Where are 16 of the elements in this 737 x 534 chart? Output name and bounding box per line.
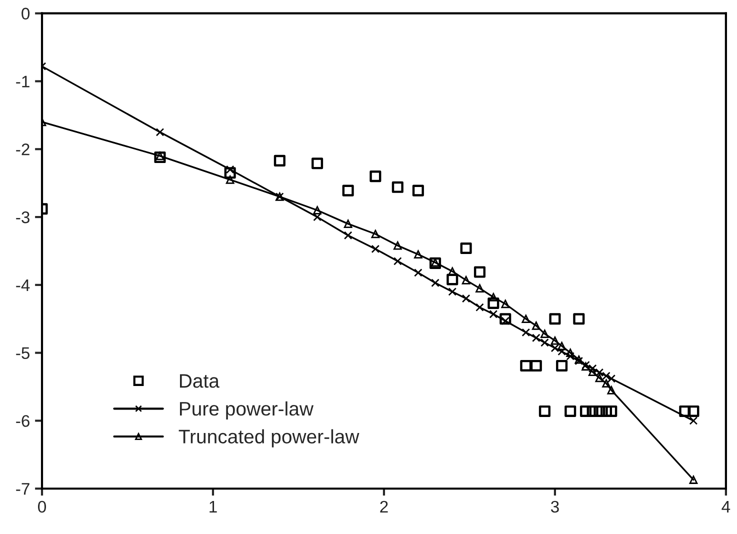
legend-label: Pure power-law xyxy=(180,401,314,420)
x-tick-label: 0 xyxy=(38,500,46,513)
y-tick-label: 0 xyxy=(22,8,30,20)
x-tick-label: 2 xyxy=(380,500,388,512)
legend-label: Truncated power-law xyxy=(178,429,360,448)
y-tick-label: -1 xyxy=(16,76,30,88)
y-tick-label: -2 xyxy=(16,144,30,156)
y-tick-label: -3 xyxy=(16,211,30,224)
y-tick-label: -7 xyxy=(16,483,30,495)
x-tick-label: 3 xyxy=(550,500,559,513)
y-tick-label: -6 xyxy=(16,415,30,427)
legend-label: Data xyxy=(180,374,220,388)
y-tick-label: -4 xyxy=(16,280,30,291)
y-tick-label: -5 xyxy=(16,347,30,360)
x-tick-label: 1 xyxy=(210,501,217,512)
x-tick-label: 4 xyxy=(722,501,730,512)
